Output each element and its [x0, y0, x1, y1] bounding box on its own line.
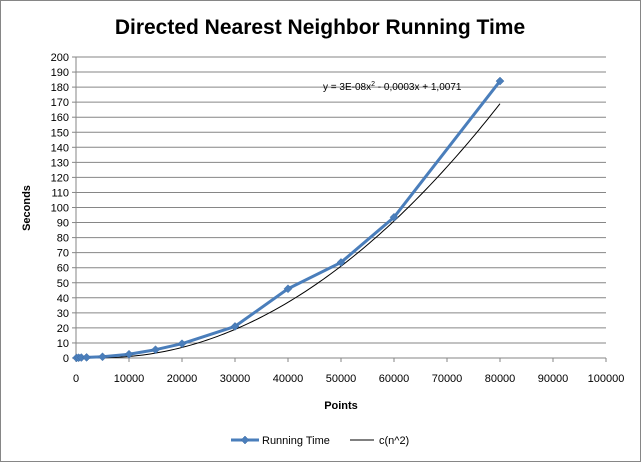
- y-tick-label: 40: [57, 293, 69, 305]
- y-tick-label: 80: [57, 233, 69, 245]
- y-tick-label: 50: [57, 278, 69, 290]
- data-point-running-time: [177, 339, 187, 349]
- axes: [75, 57, 606, 359]
- x-tick-label: 50000: [326, 373, 357, 385]
- y-tick-label: 180: [51, 82, 69, 94]
- legend-cn2-label: c(n^2): [379, 435, 409, 447]
- x-tick-label: 100000: [588, 373, 625, 385]
- y-tick-label: 140: [51, 142, 69, 154]
- y-tick-label: 110: [51, 187, 69, 199]
- y-tick-label: 130: [51, 157, 69, 169]
- x-tick-label: 0: [73, 373, 79, 385]
- y-tick-label: 0: [63, 353, 69, 365]
- x-tick-label: 60000: [379, 373, 410, 385]
- equation-prefix: y = 3E-08x: [323, 82, 371, 93]
- y-tick-label: 30: [57, 308, 69, 320]
- data-point-running-time: [283, 284, 293, 294]
- data-point-running-time: [495, 76, 505, 86]
- x-tick-label: 20000: [167, 373, 198, 385]
- legend-running-time-label: Running Time: [262, 435, 330, 447]
- x-tick-label: 40000: [273, 373, 304, 385]
- y-tick-label: 190: [51, 67, 69, 79]
- y-tick-label: 200: [51, 52, 69, 64]
- y-tick-label: 150: [51, 127, 69, 139]
- x-axis-label: Points: [324, 400, 358, 412]
- y-tick-label: 70: [57, 248, 69, 260]
- legend-item-cn2: c(n^2): [350, 435, 409, 447]
- x-tick-label: 30000: [220, 373, 251, 385]
- y-tick-label: 90: [57, 218, 69, 230]
- series-layer: [72, 76, 505, 363]
- trendline-equation: y = 3E-08x2 - 0,0003x + 1,0071: [323, 81, 462, 93]
- x-tick-label: 80000: [485, 373, 516, 385]
- y-tick-label: 160: [51, 112, 69, 124]
- grid-lines: [76, 56, 606, 344]
- data-point-running-time: [124, 349, 134, 359]
- legend-item-running-time: Running Time: [231, 435, 330, 447]
- legend-running-time-marker: [240, 435, 250, 445]
- data-point-running-time: [82, 353, 91, 362]
- data-point-running-time: [230, 322, 240, 331]
- y-tick-label: 170: [51, 97, 69, 109]
- data-point-running-time: [151, 345, 160, 355]
- x-tick-labels: 0 10000 20000 30000 40000 50000 60000 70000 8000…: [73, 358, 624, 385]
- equation-suffix: - 0,0003x + 1,0071: [375, 82, 462, 93]
- x-tick-label: 70000: [432, 373, 463, 385]
- y-tick-labels: 0 10 20 30 40 50 60 70 80 90 100 110 120 130 140 150 160…: [51, 52, 76, 365]
- x-tick-label: 10000: [114, 373, 145, 385]
- y-tick-label: 20: [57, 323, 69, 335]
- series-line-running-time: [76, 80, 502, 360]
- equation-superscript: 2: [371, 81, 375, 88]
- data-point-running-time: [98, 352, 107, 362]
- y-tick-label: 60: [57, 263, 69, 275]
- y-tick-label: 120: [51, 172, 69, 184]
- data-point-running-time: [336, 258, 346, 267]
- series-trendline-cn2: [75, 103, 501, 359]
- chart-title: Directed Nearest Neighbor Running Time: [115, 16, 525, 39]
- y-axis-label: Seconds: [21, 185, 33, 231]
- data-point-running-time: [389, 212, 399, 222]
- y-tick-label: 100: [51, 203, 69, 215]
- x-tick-label: 90000: [538, 373, 569, 385]
- y-tick-label: 10: [57, 338, 69, 350]
- legend: Running Time c(n^2): [231, 435, 409, 447]
